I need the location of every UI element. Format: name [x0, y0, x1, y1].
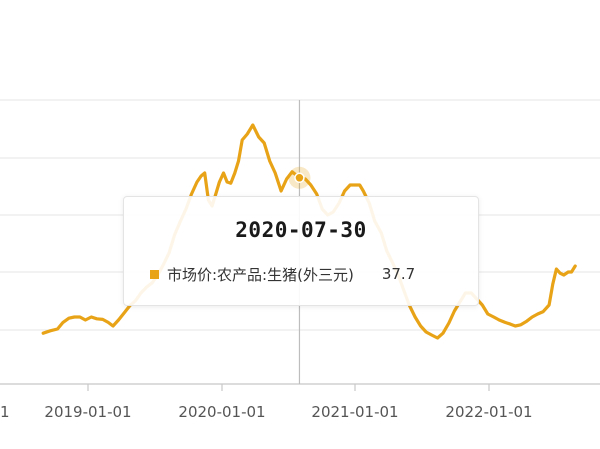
x-tick-label: 2022-01-01 — [445, 403, 532, 421]
x-tick-label: 2019-01-01 — [44, 403, 131, 421]
x-tick-label: 1 — [0, 403, 10, 421]
tooltip-series-name: 市场价:农产品:生猪(外三元) — [167, 265, 354, 284]
x-tick-label: 2020-01-01 — [178, 403, 265, 421]
x-axis-ticks — [87, 384, 490, 391]
series-color-swatch — [150, 269, 159, 279]
x-tick-label: 2021-01-01 — [311, 403, 398, 421]
x-axis-tick-labels: 1 2019-01-01 2020-01-01 2021-01-01 2022-01-0… — [0, 403, 533, 421]
tooltip-row: 市场价:农产品:生猪(外三元) 37.7 — [150, 263, 464, 285]
tooltip-value: 37.7 — [381, 265, 416, 283]
hover-point[interactable] — [294, 172, 305, 184]
tooltip: 2020-07-30 市场价:农产品:生猪(外三元) 37.7 — [123, 196, 479, 306]
tooltip-date: 2020-07-30 — [235, 218, 367, 242]
